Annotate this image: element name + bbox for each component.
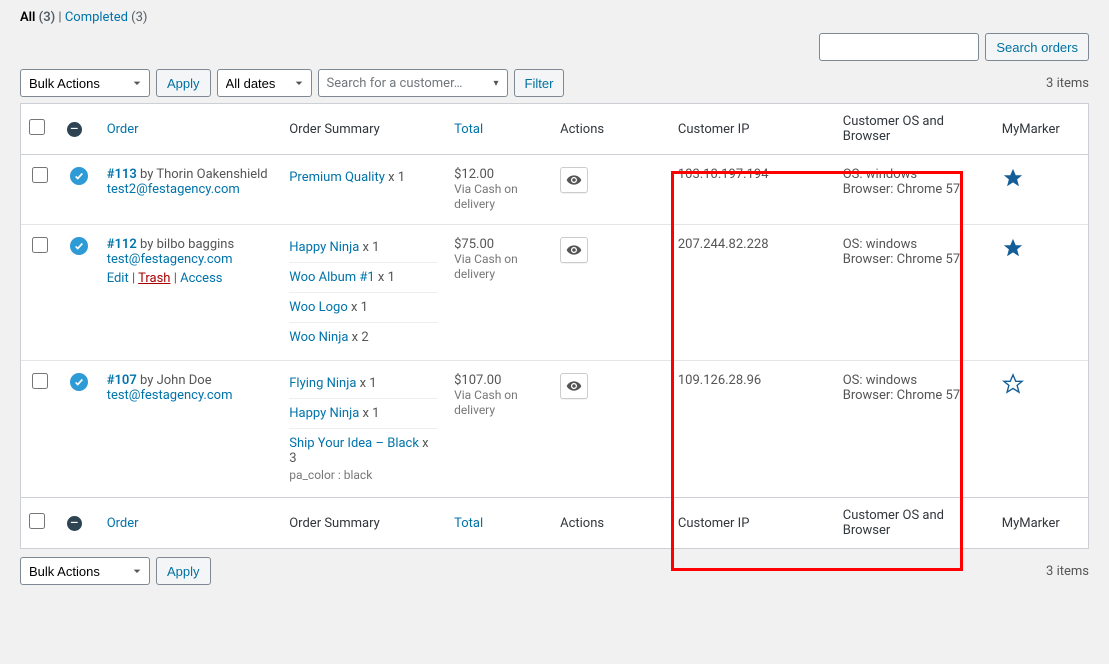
column-actions-footer: Actions bbox=[552, 497, 670, 548]
top-controls-right: Search orders bbox=[819, 33, 1089, 61]
payment-method: Via Cash on delivery bbox=[454, 252, 518, 281]
row-actions: Edit | Trash | Access bbox=[107, 271, 274, 286]
view-order-button[interactable] bbox=[560, 167, 588, 193]
column-marker-footer: MyMarker bbox=[994, 497, 1088, 548]
customer-search-select[interactable]: Search for a customer… bbox=[318, 69, 508, 97]
items-count-bottom: 3 items bbox=[1046, 564, 1089, 579]
order-link[interactable]: #107 bbox=[107, 373, 137, 388]
order-email[interactable]: test@festagency.com bbox=[107, 252, 233, 267]
customer-browser: Browser: Chrome 57 bbox=[843, 252, 960, 267]
trash-link[interactable]: Trash bbox=[138, 271, 170, 286]
order-email[interactable]: test2@festagency.com bbox=[107, 182, 240, 197]
view-order-button[interactable] bbox=[560, 373, 588, 399]
column-order[interactable]: Order bbox=[107, 122, 139, 137]
eye-icon bbox=[566, 242, 582, 258]
table-row: #113 by Thorin Oakenshieldtest2@festagen… bbox=[21, 155, 1088, 224]
column-actions: Actions bbox=[552, 104, 670, 155]
apply-bulk-button-bottom[interactable]: Apply bbox=[156, 557, 211, 585]
filter-completed[interactable]: Completed (3) bbox=[65, 10, 148, 25]
row-checkbox[interactable] bbox=[32, 373, 48, 389]
row-checkbox[interactable] bbox=[32, 167, 48, 183]
summary-item: Premium Quality x 1 bbox=[289, 167, 438, 188]
customer-browser: Browser: Chrome 57 bbox=[843, 182, 960, 197]
product-link[interactable]: Woo Logo bbox=[289, 300, 348, 315]
summary-item: Happy Ninja x 1 bbox=[289, 398, 438, 424]
select-all-checkbox-footer[interactable] bbox=[29, 513, 45, 529]
status-complete-icon bbox=[70, 167, 88, 185]
select-all-checkbox[interactable] bbox=[29, 119, 45, 135]
customer-os: OS: windows bbox=[843, 167, 917, 182]
summary-item: Flying Ninja x 1 bbox=[289, 373, 438, 394]
order-total: $75.00 bbox=[454, 237, 494, 252]
customer-os: OS: windows bbox=[843, 237, 917, 252]
order-link[interactable]: #112 bbox=[107, 237, 137, 252]
column-summary-footer: Order Summary bbox=[281, 497, 446, 548]
order-email[interactable]: test@festagency.com bbox=[107, 388, 233, 403]
row-checkbox[interactable] bbox=[32, 237, 48, 253]
star-filled-icon[interactable] bbox=[1002, 167, 1024, 189]
column-os-footer: Customer OS and Browser bbox=[835, 497, 994, 548]
column-ip-footer: Customer IP bbox=[670, 497, 835, 548]
column-os: Customer OS and Browser bbox=[835, 104, 994, 155]
summary-item: Ship Your Idea – Black x 3pa_color : bla… bbox=[289, 428, 438, 485]
apply-bulk-button[interactable]: Apply bbox=[156, 69, 211, 97]
access-link[interactable]: Access bbox=[180, 271, 222, 286]
payment-method: Via Cash on delivery bbox=[454, 182, 518, 211]
customer-ip: 109.126.28.96 bbox=[678, 373, 761, 388]
column-total[interactable]: Total bbox=[454, 122, 483, 137]
orders-table: — Order Order Summary Total Actions Cust… bbox=[20, 103, 1089, 549]
star-outline-icon[interactable] bbox=[1002, 373, 1024, 395]
summary-item: Woo Album #1 x 1 bbox=[289, 262, 438, 288]
search-input[interactable] bbox=[819, 33, 979, 61]
order-total: $12.00 bbox=[454, 167, 494, 182]
status-footer-icon: — bbox=[67, 516, 82, 531]
star-filled-icon[interactable] bbox=[1002, 237, 1024, 259]
order-total: $107.00 bbox=[454, 373, 501, 388]
product-link[interactable]: Happy Ninja bbox=[289, 240, 359, 255]
product-link[interactable]: Premium Quality bbox=[289, 170, 385, 185]
column-summary: Order Summary bbox=[281, 104, 446, 155]
status-header-icon: — bbox=[67, 122, 82, 137]
order-customer: by Thorin Oakenshield bbox=[137, 167, 268, 182]
column-ip: Customer IP bbox=[670, 104, 835, 155]
summary-item: Woo Ninja x 2 bbox=[289, 322, 438, 348]
product-link[interactable]: Happy Ninja bbox=[289, 406, 359, 421]
status-complete-icon bbox=[70, 373, 88, 391]
summary-item: Woo Logo x 1 bbox=[289, 292, 438, 318]
customer-ip: 103.10.197.194 bbox=[678, 167, 769, 182]
status-complete-icon bbox=[70, 237, 88, 255]
product-link[interactable]: Woo Album #1 bbox=[289, 270, 374, 285]
bulk-actions-select[interactable]: Bulk Actions bbox=[20, 69, 150, 97]
summary-item: Happy Ninja x 1 bbox=[289, 237, 438, 258]
product-link[interactable]: Flying Ninja bbox=[289, 376, 356, 391]
filter-all[interactable]: All (3) bbox=[20, 10, 55, 25]
column-marker: MyMarker bbox=[994, 104, 1088, 155]
product-link[interactable]: Woo Ninja bbox=[289, 330, 348, 345]
customer-browser: Browser: Chrome 57 bbox=[843, 388, 960, 403]
product-meta: pa_color : black bbox=[289, 468, 438, 482]
column-order-footer[interactable]: Order bbox=[107, 516, 139, 531]
payment-method: Via Cash on delivery bbox=[454, 388, 518, 417]
table-row: #112 by bilbo bagginstest@festagency.com… bbox=[21, 224, 1088, 360]
eye-icon bbox=[566, 378, 582, 394]
status-filter-tabs: All (3) | Completed (3) bbox=[20, 10, 1089, 25]
date-filter-select[interactable]: All dates bbox=[217, 69, 312, 97]
order-customer: by bilbo baggins bbox=[137, 237, 234, 252]
column-total-footer[interactable]: Total bbox=[454, 516, 483, 531]
table-row: #107 by John Doetest@festagency.com Flyin… bbox=[21, 360, 1088, 497]
edit-link[interactable]: Edit bbox=[107, 271, 129, 286]
view-order-button[interactable] bbox=[560, 237, 588, 263]
customer-ip: 207.244.82.228 bbox=[678, 237, 769, 252]
product-link[interactable]: Ship Your Idea – Black bbox=[289, 436, 419, 451]
bulk-actions-select-bottom[interactable]: Bulk Actions bbox=[20, 557, 150, 585]
eye-icon bbox=[566, 172, 582, 188]
order-link[interactable]: #113 bbox=[107, 167, 137, 182]
order-customer: by John Doe bbox=[137, 373, 212, 388]
search-orders-button[interactable]: Search orders bbox=[985, 33, 1089, 61]
items-count-top: 3 items bbox=[1046, 76, 1089, 91]
filter-button[interactable]: Filter bbox=[514, 69, 565, 97]
customer-os: OS: windows bbox=[843, 373, 917, 388]
